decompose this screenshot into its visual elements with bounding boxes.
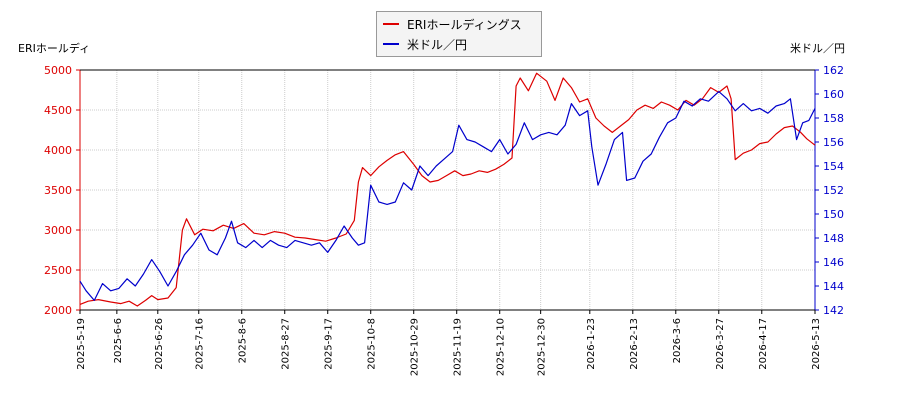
y-left-axis-title: ERIホールディ xyxy=(18,42,91,55)
y-left-tick-label: 2000 xyxy=(44,304,72,317)
y-right-tick-label: 150 xyxy=(823,208,844,221)
y-left-tick-label: 5000 xyxy=(44,64,72,77)
y-right-tick-label: 142 xyxy=(823,304,844,317)
x-tick-label: 2026-4-17 xyxy=(758,318,769,370)
y-left-tick-label: 4000 xyxy=(44,144,72,157)
y-right-tick-label: 144 xyxy=(823,280,844,293)
legend-item-usdjpy: 米ドル／円 xyxy=(377,34,541,54)
series-line-usdjpy xyxy=(79,90,816,301)
x-tick-label: 2026-2-13 xyxy=(629,318,640,370)
y-left-tick-label: 3000 xyxy=(44,224,72,237)
x-tick-label: 2025-9-17 xyxy=(324,318,335,370)
chart-legend: ERIホールディングス 米ドル／円 xyxy=(376,11,542,57)
x-tick-label: 2025-10-8 xyxy=(367,318,378,370)
x-tick-label: 2026-1-23 xyxy=(586,318,597,370)
y-right-tick-label: 146 xyxy=(823,256,844,269)
y-right-tick-label: 158 xyxy=(823,112,844,125)
y-right-tick-label: 154 xyxy=(823,160,844,173)
x-tick-label: 2025-11-19 xyxy=(453,318,464,376)
y-right-tick-label: 152 xyxy=(823,184,844,197)
series-line-stock xyxy=(79,72,816,307)
x-tick-label: 2025-10-29 xyxy=(410,318,421,376)
legend-label-stock: ERIホールディングス xyxy=(407,18,522,32)
x-tick-label: 2025-8-6 xyxy=(238,318,249,363)
legend-swatch-stock xyxy=(383,23,399,25)
x-tick-label: 2025-8-27 xyxy=(281,318,292,370)
y-right-tick-label: 162 xyxy=(823,64,844,77)
y-right-axis-title: 米ドル／円 xyxy=(790,42,845,55)
x-tick-label: 2025-12-30 xyxy=(537,318,548,376)
legend-swatch-usdjpy xyxy=(383,43,399,45)
y-right-tick-label: 156 xyxy=(823,136,844,149)
x-tick-label: 2025-6-6 xyxy=(113,318,124,363)
y-right-tick-label: 160 xyxy=(823,88,844,101)
x-tick-label: 2026-3-27 xyxy=(715,318,726,370)
x-tick-label: 2026-3-6 xyxy=(672,318,683,363)
x-tick-label: 2026-5-13 xyxy=(811,318,822,370)
y-left-tick-label: 3500 xyxy=(44,184,72,197)
x-tick-label: 2025-7-16 xyxy=(195,318,206,370)
legend-item-stock: ERIホールディングス xyxy=(377,14,541,34)
y-left-tick-label: 4500 xyxy=(44,104,72,117)
x-tick-label: 2025-5-19 xyxy=(76,318,87,370)
x-tick-label: 2025-6-26 xyxy=(154,318,165,370)
legend-label-usdjpy: 米ドル／円 xyxy=(407,38,468,52)
x-tick-label: 2025-12-10 xyxy=(496,318,507,376)
y-right-tick-label: 148 xyxy=(823,232,844,245)
y-left-tick-label: 2500 xyxy=(44,264,72,277)
